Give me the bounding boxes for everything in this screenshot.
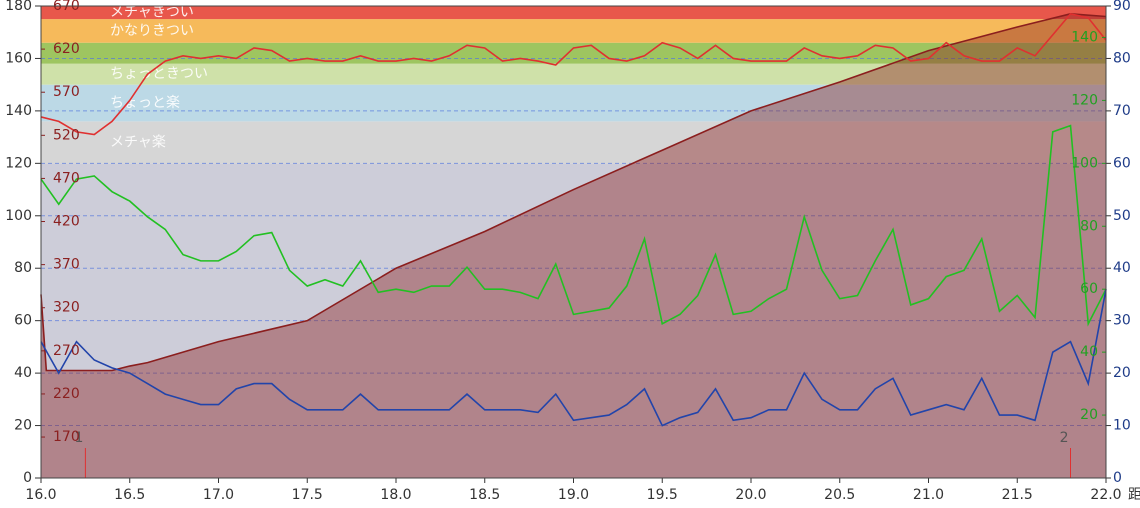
zone-label: ちょっときつい <box>110 66 208 82</box>
y-tick-label: 40 <box>14 365 32 381</box>
y2-tick-label: 70 <box>1113 103 1131 119</box>
y4-tick-label: 570 <box>53 84 80 100</box>
y-tick-label: 20 <box>14 418 32 434</box>
x-tick-label: 20.0 <box>735 487 766 503</box>
x-tick-label: 19.0 <box>558 487 589 503</box>
y4-tick-label: 620 <box>53 41 80 57</box>
series-line <box>40 12 1107 136</box>
zone-band <box>41 84 1106 122</box>
x-tick-label: 16.5 <box>114 487 145 503</box>
y3-tick-label: 140 <box>1071 29 1098 45</box>
y3-tick-label: 40 <box>1080 344 1098 360</box>
y-tick-label: 0 <box>23 470 32 486</box>
x-tick-label: 17.5 <box>292 487 323 503</box>
y2-tick-label: 60 <box>1113 155 1131 171</box>
x-tick-label: 18.0 <box>380 487 411 503</box>
x-tick-label: 18.5 <box>469 487 500 503</box>
y2-tick-label: 10 <box>1113 418 1131 434</box>
y2-tick-label: 20 <box>1113 365 1131 381</box>
y4-tick-label: 270 <box>53 343 80 359</box>
y2-tick-label: 80 <box>1113 50 1131 66</box>
y4-tick-label: 420 <box>53 214 80 230</box>
zone-band <box>41 121 1106 164</box>
y3-tick-label: 80 <box>1080 218 1098 234</box>
x-unit: 距 <box>1128 487 1140 503</box>
y-tick-label: 80 <box>14 260 32 276</box>
y3-tick-label: 60 <box>1080 281 1098 297</box>
series-line <box>40 13 1107 372</box>
y-tick-label: 120 <box>5 155 32 171</box>
zone-band <box>41 63 1106 85</box>
y-tick-label: 180 <box>5 0 32 14</box>
y4-tick-label: 170 <box>53 429 80 445</box>
zone-label: かなりきつい <box>110 23 194 39</box>
lap-label: 1 <box>74 430 83 446</box>
plot-frame <box>40 5 1107 479</box>
y3-tick-label: 100 <box>1071 155 1098 171</box>
y2-tick-label: 90 <box>1113 0 1131 14</box>
lap-label: 2 <box>1060 430 1069 446</box>
y-tick-label: 140 <box>5 103 32 119</box>
y4-tick-label: 470 <box>53 170 80 186</box>
series-line <box>40 124 1107 327</box>
zone-label: メチャ楽 <box>110 134 166 150</box>
x-tick-label: 21.5 <box>1002 487 1033 503</box>
zone-label: メチャきつい <box>110 5 194 21</box>
y4-tick-label: 520 <box>53 127 80 143</box>
y-tick-label: 60 <box>14 313 32 329</box>
x-tick-label: 19.5 <box>647 487 678 503</box>
zone-band <box>41 19 1106 43</box>
series-line <box>40 289 1107 427</box>
y2-tick-label: 30 <box>1113 313 1131 329</box>
y4-tick-label: 370 <box>53 257 80 273</box>
x-tick-label: 21.0 <box>913 487 944 503</box>
x-tick-label: 22.0 <box>1090 487 1121 503</box>
y2-tick-label: 0 <box>1113 470 1122 486</box>
y4-tick-label: 670 <box>53 0 80 14</box>
y4-tick-label: 320 <box>53 300 80 316</box>
y2-tick-label: 40 <box>1113 260 1131 276</box>
y-tick-label: 160 <box>5 50 32 66</box>
x-tick-label: 16.0 <box>25 487 56 503</box>
y3-tick-label: 120 <box>1071 92 1098 108</box>
x-tick-label: 17.0 <box>203 487 234 503</box>
zone-band <box>41 6 1106 20</box>
y3-tick-label: 20 <box>1080 407 1098 423</box>
y2-tick-label: 50 <box>1113 208 1131 224</box>
zone-label: ちょっと楽 <box>110 95 180 111</box>
x-tick-label: 20.5 <box>824 487 855 503</box>
area-fill <box>41 13 1106 478</box>
y4-tick-label: 220 <box>53 386 80 402</box>
y-tick-label: 100 <box>5 208 32 224</box>
